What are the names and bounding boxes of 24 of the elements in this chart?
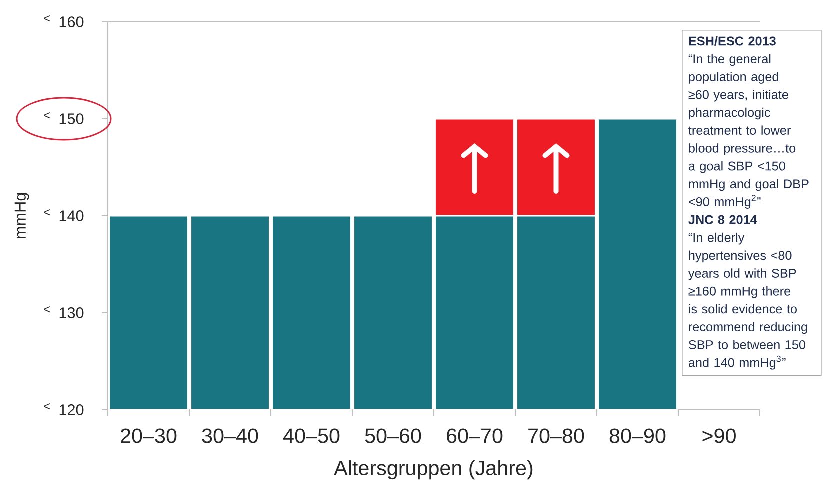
y-tick-label: 150: [60, 114, 84, 124]
x-tick-label: 80–90: [610, 428, 666, 444]
text: “In the general population aged ≥60 years, initiate pharmacologic treatment to lower blood pressure…to a goal SBP <150 mmHg and goal DBP <90 mmHg$^{2}$”: [688, 54, 809, 209]
y-tick-label: 160: [60, 16, 84, 28]
text: <: [44, 209, 50, 216]
x-tick-label: 70–80: [528, 428, 584, 444]
y-tick-label: 140: [60, 210, 84, 222]
text: <: [44, 112, 50, 119]
x-tick-label: 40–50: [284, 428, 340, 444]
x-tick-label: 20–30: [121, 428, 177, 444]
x-tick-label: 30–40: [202, 428, 258, 444]
annotation: JNC 8 2014: [688, 215, 758, 224]
x-axis-title: Altersgruppen (Jahre): [334, 460, 533, 480]
y-tick-label: 120: [60, 404, 84, 416]
annotation: ESH/ESC 2013: [689, 36, 776, 46]
text: <: [44, 15, 50, 22]
x-tick-label: 50–60: [365, 428, 422, 444]
y-axis-title: mmHg: [14, 193, 30, 238]
x-tick-label: >90: [702, 428, 736, 444]
text: <: [44, 306, 50, 313]
text: “In elderly hypertensives <80 years old with SBP ≥160 mmHg there is solid evidence to recommend reducing SBP to between 150 and 140 mmHg$^{3}$”: [688, 232, 808, 370]
y-tick-label: 130: [60, 308, 84, 318]
text: <: [44, 403, 50, 410]
x-tick-label: 60–70: [447, 428, 503, 444]
